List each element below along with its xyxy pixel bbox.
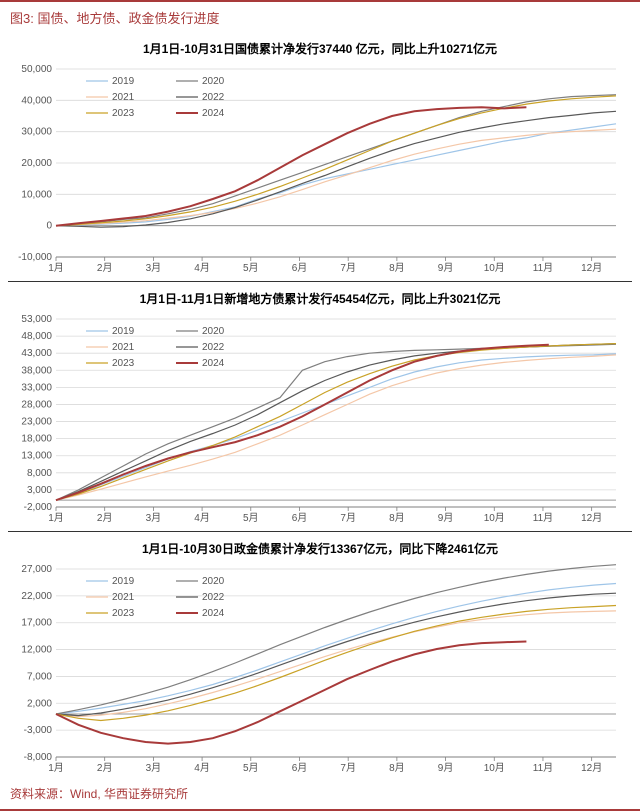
- svg-text:-2,000: -2,000: [24, 502, 53, 513]
- figure-header: 图3: 国债、地方债、政金债发行进度: [0, 0, 640, 32]
- chart-gov-bond: -10,000 0 10,000 20,000 30,000 40,000 50,000 1月…: [6, 59, 626, 279]
- svg-text:53,000: 53,000: [21, 314, 52, 325]
- svg-text:2024: 2024: [202, 108, 225, 119]
- svg-text:27,000: 27,000: [21, 564, 52, 575]
- svg-text:2021: 2021: [112, 92, 135, 103]
- svg-text:2021: 2021: [112, 592, 135, 603]
- svg-text:3,000: 3,000: [27, 485, 52, 496]
- svg-text:11月: 11月: [533, 262, 553, 274]
- svg-text:5月: 5月: [243, 762, 259, 774]
- svg-text:38,000: 38,000: [21, 365, 52, 376]
- chart-panels-container: 1月1日-10月31日国债累计净发行37440 亿元，同比上升10271亿元 -1…: [0, 32, 640, 781]
- panel-policy-bond: 1月1日-10月30日政金债累计净发行13367亿元，同比下降2461亿元 -8,…: [0, 532, 640, 781]
- chart-policy-bond: -8,000 -3,000 2,000 7,000 12,000 17,000 22,000…: [6, 559, 626, 779]
- svg-text:13,000: 13,000: [21, 451, 52, 462]
- svg-text:6月: 6月: [292, 512, 308, 524]
- svg-text:30,000: 30,000: [21, 127, 52, 138]
- svg-text:7,000: 7,000: [27, 671, 52, 682]
- svg-text:-3,000: -3,000: [24, 725, 53, 736]
- svg-text:9月: 9月: [438, 262, 454, 274]
- svg-text:2019: 2019: [112, 76, 135, 87]
- svg-text:6月: 6月: [292, 762, 308, 774]
- svg-text:10,000: 10,000: [21, 189, 52, 200]
- svg-text:2,000: 2,000: [27, 698, 52, 709]
- svg-text:2023: 2023: [112, 358, 135, 369]
- svg-text:2020: 2020: [202, 76, 225, 87]
- svg-text:12,000: 12,000: [21, 645, 52, 656]
- figure-source: 资料来源：Wind, 华西证券研究所: [10, 787, 188, 801]
- svg-text:23,000: 23,000: [21, 417, 52, 428]
- svg-text:4月: 4月: [194, 762, 210, 774]
- svg-text:33,000: 33,000: [21, 382, 52, 393]
- svg-text:28,000: 28,000: [21, 399, 52, 410]
- svg-text:-8,000: -8,000: [24, 752, 53, 763]
- svg-text:2月: 2月: [97, 512, 113, 524]
- svg-text:7月: 7月: [340, 762, 356, 774]
- svg-text:10月: 10月: [484, 262, 505, 274]
- svg-text:2019: 2019: [112, 576, 135, 587]
- svg-text:2021: 2021: [112, 342, 135, 353]
- figure-title: 图3: 国债、地方债、政金债发行进度: [10, 11, 219, 26]
- panel-local-bond: 1月1日-11月1日新增地方债累计发行45454亿元，同比上升3021亿元 -2,…: [0, 282, 640, 531]
- svg-text:9月: 9月: [438, 512, 454, 524]
- panel-title-gov-bond: 1月1日-10月31日国债累计净发行37440 亿元，同比上升10271亿元: [6, 40, 634, 57]
- svg-text:0: 0: [46, 221, 52, 232]
- svg-text:2022: 2022: [202, 342, 225, 353]
- svg-text:10月: 10月: [484, 512, 505, 524]
- svg-text:2019: 2019: [112, 326, 135, 337]
- svg-text:8月: 8月: [389, 262, 405, 274]
- svg-text:1月: 1月: [48, 762, 64, 774]
- svg-text:22,000: 22,000: [21, 591, 52, 602]
- svg-text:17,000: 17,000: [21, 618, 52, 629]
- svg-text:2023: 2023: [112, 108, 135, 119]
- svg-text:12月: 12月: [581, 762, 602, 774]
- svg-text:11月: 11月: [533, 512, 553, 524]
- svg-text:10月: 10月: [484, 762, 505, 774]
- panel-title-local-bond: 1月1日-11月1日新增地方债累计发行45454亿元，同比上升3021亿元: [6, 290, 634, 307]
- svg-text:7月: 7月: [340, 512, 356, 524]
- svg-text:48,000: 48,000: [21, 331, 52, 342]
- svg-text:2023: 2023: [112, 608, 135, 619]
- svg-text:11月: 11月: [533, 762, 553, 774]
- svg-text:1月: 1月: [48, 262, 64, 274]
- svg-text:43,000: 43,000: [21, 348, 52, 359]
- svg-text:1月: 1月: [48, 512, 64, 524]
- svg-text:5月: 5月: [243, 262, 259, 274]
- svg-text:9月: 9月: [438, 762, 454, 774]
- chart-local-bond: -2,000 3,000 8,000 13,000 18,000 23,000 28,000…: [6, 309, 626, 529]
- svg-text:18,000: 18,000: [21, 434, 52, 445]
- panel-gov-bond: 1月1日-10月31日国债累计净发行37440 亿元，同比上升10271亿元 -1…: [0, 32, 640, 281]
- svg-text:2020: 2020: [202, 576, 225, 587]
- svg-text:3月: 3月: [146, 762, 162, 774]
- svg-text:4月: 4月: [194, 512, 210, 524]
- svg-text:12月: 12月: [581, 512, 602, 524]
- svg-text:2024: 2024: [202, 358, 225, 369]
- panel-title-policy-bond: 1月1日-10月30日政金债累计净发行13367亿元，同比下降2461亿元: [6, 540, 634, 557]
- svg-text:4月: 4月: [194, 262, 210, 274]
- svg-text:12月: 12月: [581, 262, 602, 274]
- figure-footer: 资料来源：Wind, 华西证券研究所: [0, 781, 640, 811]
- svg-text:8月: 8月: [389, 512, 405, 524]
- svg-text:2022: 2022: [202, 592, 225, 603]
- svg-text:2024: 2024: [202, 608, 225, 619]
- svg-text:3月: 3月: [146, 262, 162, 274]
- svg-text:2月: 2月: [97, 762, 113, 774]
- svg-text:2020: 2020: [202, 326, 225, 337]
- svg-text:40,000: 40,000: [21, 95, 52, 106]
- svg-text:5月: 5月: [243, 512, 259, 524]
- svg-text:3月: 3月: [146, 512, 162, 524]
- svg-text:6月: 6月: [292, 262, 308, 274]
- svg-text:2月: 2月: [97, 262, 113, 274]
- svg-text:7月: 7月: [340, 262, 356, 274]
- svg-text:-10,000: -10,000: [18, 252, 52, 263]
- svg-text:8,000: 8,000: [27, 468, 52, 479]
- svg-text:8月: 8月: [389, 762, 405, 774]
- svg-text:2022: 2022: [202, 92, 225, 103]
- svg-text:50,000: 50,000: [21, 64, 52, 75]
- svg-text:20,000: 20,000: [21, 158, 52, 169]
